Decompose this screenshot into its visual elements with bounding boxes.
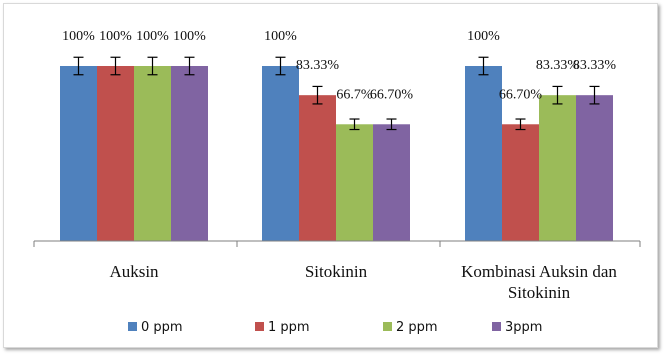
- category-label-0: Auksin: [109, 262, 159, 281]
- bar-1-ppm-1: [299, 95, 336, 241]
- data-label-1-ppm-1: 83.33%: [296, 58, 340, 73]
- legend-swatch: [128, 322, 137, 331]
- data-label-0-ppm-1: 100%: [264, 29, 297, 44]
- legend-item-0-ppm: 0 ppm: [128, 320, 183, 335]
- bar-0-ppm-2: [465, 66, 502, 241]
- data-label-2-ppm-1: 66.7%: [336, 87, 373, 102]
- legend-label: 2 ppm: [396, 320, 438, 335]
- bar-2-ppm-0: [134, 66, 171, 241]
- bar-3ppm-2: [576, 95, 613, 241]
- category-labels-layer: Auksin Sitokinin Kombinasi Auksin dan Sitok…: [109, 262, 617, 302]
- legend-label: 3ppm: [505, 320, 542, 335]
- legend-swatch: [492, 322, 501, 331]
- bar-0-ppm-1: [262, 66, 299, 241]
- legend-label: 0 ppm: [141, 320, 183, 335]
- bar-0-ppm-0: [60, 66, 97, 241]
- legend: 0 ppm 1 ppm 2 ppm 3ppm: [128, 320, 542, 335]
- bar-2-ppm-1: [336, 124, 373, 241]
- x-axis: [34, 241, 640, 247]
- data-label-3ppm-0: 100%: [173, 29, 206, 44]
- bar-3ppm-0: [171, 66, 208, 241]
- bar-3ppm-1: [373, 124, 410, 241]
- legend-item-2-ppm: 2 ppm: [383, 320, 438, 335]
- bar-2-ppm-2: [539, 95, 576, 241]
- legend-swatch: [383, 322, 392, 331]
- bar-1-ppm-0: [97, 66, 134, 241]
- legend-swatch: [255, 322, 264, 331]
- data-label-1-ppm-2: 66.70%: [499, 87, 543, 102]
- category-label-1: Sitokinin: [305, 262, 368, 281]
- data-label-3ppm-2: 83.33%: [573, 58, 617, 73]
- data-label-0-ppm-0: 100%: [62, 29, 95, 44]
- legend-label: 1 ppm: [268, 320, 310, 335]
- legend-item-3ppm: 3ppm: [492, 320, 542, 335]
- data-label-3ppm-1: 66.70%: [370, 87, 414, 102]
- bar-1-ppm-2: [502, 124, 539, 241]
- data-label-1-ppm-0: 100%: [99, 29, 132, 44]
- legend-item-1-ppm: 1 ppm: [255, 320, 310, 335]
- category-label-2: Kombinasi Auksin dan Sitokinin: [461, 262, 617, 302]
- data-label-2-ppm-0: 100%: [136, 29, 169, 44]
- data-label-0-ppm-2: 100%: [467, 29, 500, 44]
